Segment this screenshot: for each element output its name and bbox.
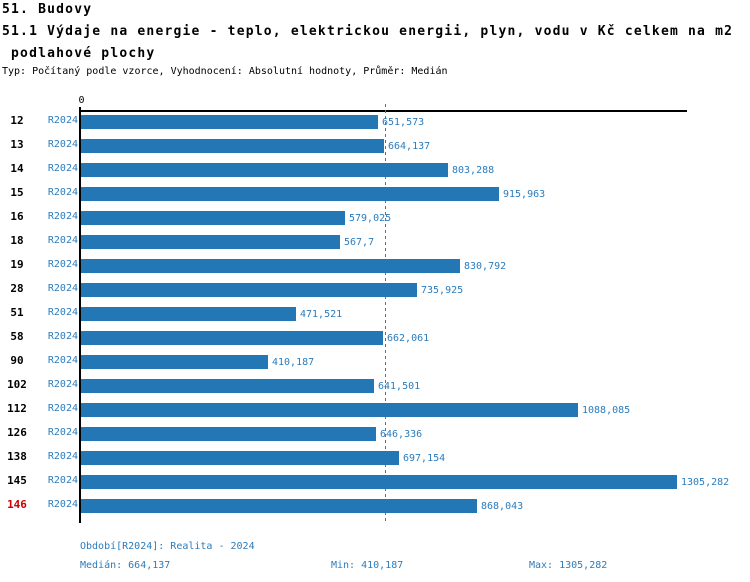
bar-value-label: 641,501 bbox=[378, 381, 421, 393]
chart-row: 90 R2024 410,187 bbox=[0, 350, 750, 374]
row-category-label: 18 bbox=[10, 233, 24, 247]
chart-row: 146 R2024 868,043 bbox=[0, 494, 750, 518]
bar-value-label: 579,025 bbox=[349, 212, 392, 224]
bar-value-label: 830,792 bbox=[464, 260, 507, 272]
row-series-label: R2024 bbox=[47, 306, 78, 318]
bar-value-label: 868,043 bbox=[481, 501, 524, 513]
row-category-label: 14 bbox=[10, 161, 24, 175]
bar-value-label: 567,7 bbox=[344, 236, 375, 248]
row-category-label: 112 bbox=[7, 402, 27, 416]
min-stat-label: Min: 410,187 bbox=[331, 560, 404, 571]
chart-title-line1: 51.1 Výdaje na energie - teplo, elektric… bbox=[2, 24, 734, 39]
bar-value-label: 1305,282 bbox=[681, 477, 730, 489]
row-series-label: R2024 bbox=[47, 210, 78, 222]
chart-row: 102 R2024 641,501 bbox=[0, 374, 750, 398]
row-category-label: 58 bbox=[10, 330, 24, 344]
chart-row: 18 R2024 567,7 bbox=[0, 230, 750, 254]
median-reference-line bbox=[385, 104, 386, 523]
chart-row: 12 R2024 651,573 bbox=[0, 110, 750, 134]
chart-row: 138 R2024 697,154 bbox=[0, 446, 750, 470]
row-series-label: R2024 bbox=[47, 451, 78, 463]
row-series-label: R2024 bbox=[47, 355, 78, 367]
bar-value-label: 697,154 bbox=[403, 453, 446, 465]
value-bar bbox=[81, 427, 376, 442]
row-series-label: R2024 bbox=[47, 331, 78, 343]
chart-row: 15 R2024 915,963 bbox=[0, 182, 750, 206]
x-axis-zero-label: 0 bbox=[78, 95, 85, 106]
bar-value-label: 735,925 bbox=[421, 284, 464, 296]
row-series-label: R2024 bbox=[47, 379, 78, 391]
row-category-label: 126 bbox=[7, 426, 27, 440]
bar-value-label: 803,288 bbox=[452, 164, 495, 176]
value-bar bbox=[81, 331, 383, 346]
chart-row: 112 R2024 1088,085 bbox=[0, 398, 750, 422]
value-bar bbox=[81, 258, 460, 273]
row-category-label: 28 bbox=[10, 281, 24, 295]
row-category-label: 13 bbox=[10, 137, 24, 151]
report-title: 51. Budovy bbox=[2, 2, 93, 17]
bar-value-label: 662,061 bbox=[387, 333, 430, 345]
bar-value-label: 664,137 bbox=[388, 140, 431, 152]
row-category-label: 145 bbox=[7, 474, 27, 488]
bar-value-label: 651,573 bbox=[382, 116, 425, 128]
bar-value-label: 471,521 bbox=[300, 308, 343, 320]
period-label: Období[R2024]: Realita - 2024 bbox=[80, 541, 255, 552]
value-bar bbox=[81, 210, 345, 225]
row-category-label: 15 bbox=[10, 185, 24, 199]
chart-meta-info: Typ: Počítaný podle vzorce, Vyhodnocení:… bbox=[2, 66, 448, 77]
value-bar bbox=[81, 499, 477, 514]
chart-row: 145 R2024 1305,282 bbox=[0, 470, 750, 494]
row-category-label: 51 bbox=[10, 305, 24, 319]
value-bar bbox=[81, 451, 399, 466]
x-axis-line bbox=[81, 110, 687, 112]
median-stat-label: Medián: 664,137 bbox=[80, 560, 171, 571]
chart-row: 51 R2024 471,521 bbox=[0, 302, 750, 326]
row-category-label: 146 bbox=[7, 498, 27, 512]
value-bar bbox=[81, 306, 296, 321]
row-series-label: R2024 bbox=[47, 427, 78, 439]
value-bar bbox=[81, 282, 417, 297]
max-stat-label: Max: 1305,282 bbox=[529, 560, 608, 571]
row-category-label: 138 bbox=[7, 450, 27, 464]
row-category-label: 16 bbox=[10, 209, 24, 223]
row-category-label: 12 bbox=[10, 113, 24, 127]
value-bar bbox=[81, 475, 677, 490]
chart-row: 58 R2024 662,061 bbox=[0, 326, 750, 350]
bar-value-label: 410,187 bbox=[272, 357, 315, 369]
value-bar bbox=[81, 114, 378, 129]
chart-row: 19 R2024 830,792 bbox=[0, 254, 750, 278]
y-axis-line bbox=[79, 107, 81, 523]
row-series-label: R2024 bbox=[47, 403, 78, 415]
row-series-label: R2024 bbox=[47, 258, 78, 270]
chart-row: 14 R2024 803,288 bbox=[0, 158, 750, 182]
row-category-label: 102 bbox=[7, 378, 27, 392]
value-bar bbox=[81, 162, 448, 177]
value-bar bbox=[81, 403, 578, 418]
bar-value-label: 1088,085 bbox=[582, 405, 631, 417]
value-bar bbox=[81, 138, 384, 153]
chart-row: 13 R2024 664,137 bbox=[0, 134, 750, 158]
row-series-label: R2024 bbox=[47, 499, 78, 511]
chart-title-line2: podlahové plochy bbox=[2, 46, 156, 61]
row-series-label: R2024 bbox=[47, 282, 78, 294]
value-bar bbox=[81, 186, 499, 201]
row-series-label: R2024 bbox=[47, 186, 78, 198]
chart-row: 16 R2024 579,025 bbox=[0, 206, 750, 230]
row-series-label: R2024 bbox=[47, 162, 78, 174]
row-category-label: 90 bbox=[10, 354, 24, 368]
row-category-label: 19 bbox=[10, 257, 24, 271]
row-series-label: R2024 bbox=[47, 475, 78, 487]
value-bar bbox=[81, 234, 340, 249]
row-series-label: R2024 bbox=[47, 114, 78, 126]
bar-value-label: 646,336 bbox=[380, 429, 423, 441]
value-bar bbox=[81, 355, 268, 370]
row-series-label: R2024 bbox=[47, 234, 78, 246]
chart-row: 28 R2024 735,925 bbox=[0, 278, 750, 302]
bar-value-label: 915,963 bbox=[503, 188, 546, 200]
chart-row: 126 R2024 646,336 bbox=[0, 422, 750, 446]
row-series-label: R2024 bbox=[47, 138, 78, 150]
value-bar bbox=[81, 379, 374, 394]
